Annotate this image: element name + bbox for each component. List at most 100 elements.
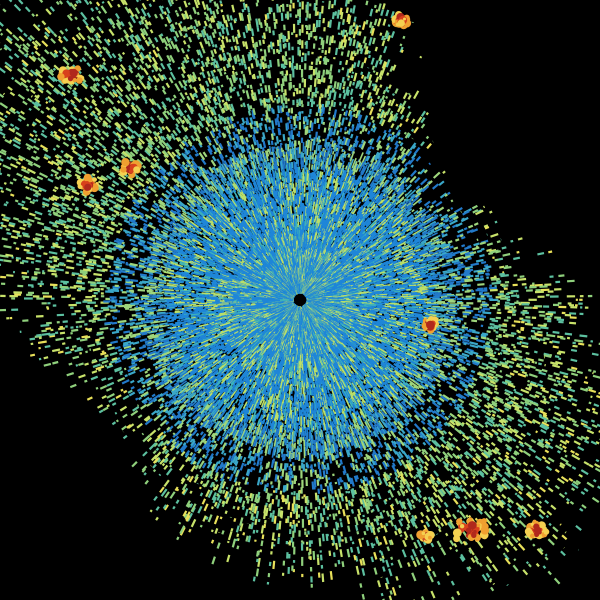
echo-streak <box>120 128 124 132</box>
echo-streak <box>10 193 15 197</box>
echo-streak <box>228 124 232 129</box>
echo-streak <box>34 134 38 138</box>
echo-streak <box>93 255 101 259</box>
echo-streak <box>219 67 223 72</box>
echo-streak <box>35 232 43 237</box>
echo-streak <box>211 43 215 48</box>
echo-streak <box>21 200 26 204</box>
echo-streak <box>22 223 27 227</box>
echo-streak <box>15 247 20 250</box>
echo-streak <box>154 269 162 273</box>
echo-streak <box>157 284 164 287</box>
echo-streak <box>181 274 185 277</box>
echo-streak <box>121 257 126 261</box>
echo-streak <box>50 173 54 177</box>
echo-streak <box>185 284 197 288</box>
echo-streak <box>171 259 175 262</box>
echo-streak <box>188 274 193 278</box>
echo-streak <box>206 56 210 62</box>
echo-streak <box>41 201 46 205</box>
echo-streak <box>168 135 172 139</box>
echo-streak <box>120 270 128 274</box>
echo-streak <box>52 229 55 233</box>
echo-streak <box>153 186 157 190</box>
echo-streak <box>241 125 245 131</box>
echo-streak <box>168 280 175 284</box>
echo-streak <box>234 127 238 132</box>
echo-streak <box>174 287 184 291</box>
echo-streak <box>226 119 230 125</box>
echo-streak <box>130 279 139 283</box>
echo-streak <box>142 123 147 127</box>
echo-streak <box>85 147 89 151</box>
echo-streak <box>42 205 46 209</box>
echo-streak <box>44 97 49 101</box>
echo-streak <box>182 40 187 45</box>
echo-streak <box>220 84 224 88</box>
echo-streak <box>241 122 245 126</box>
echo-streak <box>52 255 58 259</box>
echo-streak <box>106 214 111 219</box>
echo-streak <box>26 244 32 248</box>
echo-streak <box>105 132 109 136</box>
echo-streak <box>217 284 223 288</box>
echo-streak <box>158 280 167 283</box>
echo-streak <box>169 109 173 113</box>
echo-streak <box>115 212 120 217</box>
echo-streak <box>113 263 123 268</box>
echo-streak <box>54 186 59 190</box>
echo-streak <box>223 133 227 138</box>
echo-streak <box>255 166 259 172</box>
echo-streak <box>85 259 93 264</box>
echo-streak <box>196 11 200 16</box>
echo-streak <box>92 244 96 247</box>
echo-streak <box>215 102 219 106</box>
echo-streak <box>185 280 189 283</box>
echo-streak <box>109 69 113 74</box>
echo-streak <box>171 276 179 280</box>
echo-streak <box>222 107 226 111</box>
echo-streak <box>164 285 169 288</box>
echo-streak <box>55 241 59 245</box>
echo-streak <box>96 264 103 268</box>
echo-streak <box>52 244 61 249</box>
echo-streak <box>101 76 105 81</box>
echo-streak <box>211 283 216 287</box>
echo-streak <box>121 275 128 279</box>
echo-streak <box>25 52 29 56</box>
echo-streak <box>179 289 191 292</box>
echo-streak <box>222 66 227 72</box>
echo-streak <box>175 271 187 276</box>
echo-streak <box>66 259 74 263</box>
echo-streak <box>229 95 233 99</box>
echo-streak <box>230 244 234 248</box>
echo-streak <box>154 84 158 88</box>
echo-streak <box>12 127 16 132</box>
echo-streak <box>88 258 97 263</box>
echo-streak <box>50 130 54 135</box>
echo-streak <box>42 234 49 239</box>
echo-streak <box>55 268 64 272</box>
echo-streak <box>170 274 174 277</box>
echo-streak <box>0 47 3 51</box>
echo-streak <box>194 149 199 154</box>
echo-streak <box>115 265 120 269</box>
echo-streak <box>97 10 102 15</box>
echo-streak <box>55 232 62 237</box>
echo-streak <box>69 157 73 162</box>
echo-streak <box>196 292 208 296</box>
echo-streak <box>3 245 12 249</box>
echo-streak <box>100 257 106 261</box>
echo-streak <box>84 220 88 224</box>
echo-streak <box>73 87 77 91</box>
echo-streak <box>166 261 171 264</box>
echo-streak <box>79 269 88 273</box>
echo-streak <box>174 9 178 13</box>
echo-streak <box>129 264 137 269</box>
echo-streak <box>156 115 160 119</box>
echo-streak <box>34 240 41 244</box>
echo-streak <box>125 280 134 284</box>
echo-streak <box>199 281 205 285</box>
echo-streak <box>48 212 52 217</box>
echo-streak <box>3 259 12 263</box>
